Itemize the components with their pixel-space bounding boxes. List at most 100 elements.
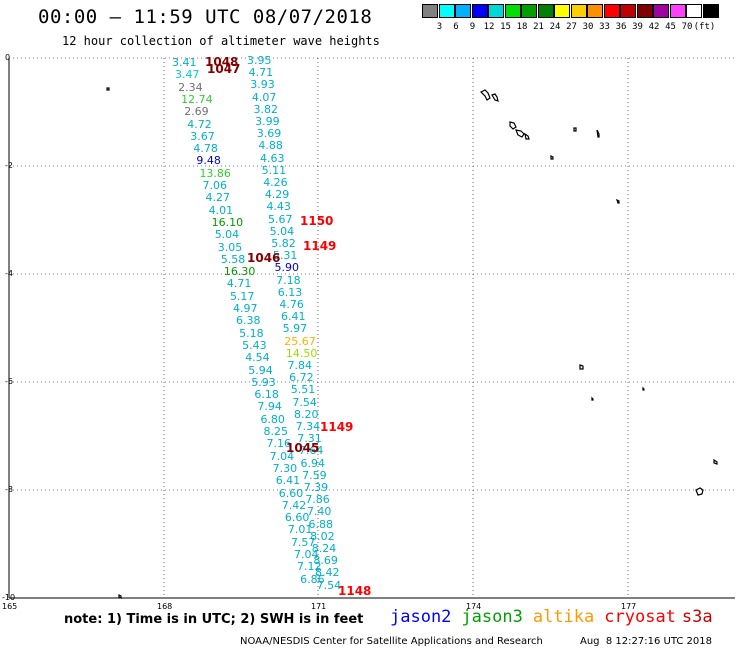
wave-height-value: 6.18 (254, 388, 279, 402)
legend-label: 3 (436, 22, 443, 32)
wave-height-value: 6.13 (277, 285, 303, 299)
wave-height-value: 2.34 (178, 80, 203, 94)
latitude-label: 0 (5, 53, 11, 62)
wave-height-value: 5.04 (269, 224, 295, 238)
latitude-label: -6 (5, 377, 13, 386)
island-outline (106, 87, 110, 91)
wave-height-value: 7.34 (295, 420, 321, 433)
wave-height-value: 6.60 (284, 511, 310, 525)
legend-swatch (488, 4, 504, 18)
wave-height-value: 7.06 (202, 179, 228, 192)
wave-height-value: 7.31 (297, 432, 322, 446)
legend-label: 36 (615, 22, 627, 32)
island-outline (509, 121, 517, 130)
island-outline (695, 487, 704, 496)
wave-height-value: 4.43 (266, 200, 291, 214)
chart-subtitle: 12 hour collection of altimeter wave hei… (62, 34, 380, 48)
footer-note: note: 1) Time is in UTC; 2) SWH is in fe… (64, 612, 364, 627)
legend-swatch (587, 4, 603, 18)
wave-height-value: 4.29 (264, 188, 290, 202)
islands (106, 87, 718, 599)
legend-label: 15 (500, 22, 511, 32)
map-grid (8, 57, 735, 599)
island-outline (524, 132, 530, 140)
satellite-name: jason3 (461, 607, 523, 627)
wave-height-value: 25.67 (284, 334, 316, 348)
wave-height-value: 7.40 (306, 505, 332, 519)
legend-swatch (686, 4, 702, 18)
wave-height-value: 4.71 (226, 277, 252, 291)
wave-height-value: 7.04 (269, 449, 295, 463)
wave-height-value: 5.82 (271, 237, 296, 250)
pass-time-label: 1150 (300, 214, 334, 228)
legend-swatch (603, 4, 620, 18)
wave-height-value: 5.67 (268, 212, 293, 226)
wave-height-value: 3.99 (255, 115, 280, 128)
island-outline (579, 364, 584, 370)
pass-time-label: 1045 (286, 441, 320, 455)
wave-height-value: 16.30 (223, 265, 256, 279)
wave-height-value: 7.86 (305, 493, 330, 507)
legend-swatch (422, 4, 438, 18)
island-outline (491, 93, 499, 102)
legend-label: 24 (549, 22, 561, 32)
wave-height-value: 4.26 (263, 176, 288, 189)
wave-height-value: 6.41 (275, 474, 301, 488)
legend-swatch (669, 4, 686, 18)
legend-label: 6 (453, 22, 459, 32)
legend-swatch (537, 4, 554, 18)
wave-height-value: 5.93 (251, 375, 276, 389)
longitude-label: 177 (621, 602, 637, 611)
wave-height-value: 8.42 (315, 566, 340, 580)
wave-height-value: 3.41 (172, 56, 197, 69)
pass-time-label: 1149 (320, 420, 354, 434)
wave-height-value: 7.04 (294, 548, 319, 561)
satellite-name: s3a (681, 607, 713, 627)
wave-height-value: 6.41 (281, 310, 306, 324)
legend-label: 45 (665, 22, 676, 32)
wave-height-value: 6.60 (278, 486, 304, 500)
wave-height-value: 4.78 (193, 142, 218, 156)
legend-swatch (620, 4, 636, 18)
island-outline (479, 89, 491, 101)
island-outline (118, 594, 122, 599)
pass-time-label: 1149 (303, 239, 337, 253)
island-outline (573, 127, 577, 132)
wave-height-value: 6.94 (300, 456, 325, 470)
wave-height-value: 8.20 (293, 407, 319, 421)
satellite-name: jason2 (390, 607, 452, 627)
legend-label: 9 (469, 22, 476, 32)
satellite-name: altika (532, 607, 595, 627)
latitude-label: -10 (2, 593, 16, 602)
legend-swatch (438, 4, 455, 18)
wave-height-value: 6.80 (260, 412, 285, 426)
wave-height-value: 8.69 (313, 554, 338, 568)
wave-height-value: 4.71 (248, 66, 274, 80)
wave-height-value: 7.42 (281, 498, 307, 512)
wave-height-value: 8.25 (263, 425, 289, 438)
wave-height-value: 16.10 (211, 215, 244, 229)
wave-height-value: 3.93 (250, 78, 275, 92)
wave-height-value: 3.69 (256, 127, 282, 141)
wave-height-value: 7.12 (297, 560, 322, 574)
legend-label: 12 (483, 22, 495, 32)
island-outline (596, 129, 600, 138)
wave-height-value: 4.63 (259, 151, 285, 165)
island-outline (515, 129, 525, 138)
longitude-label: 174 (466, 602, 482, 611)
wave-height-value: 5.43 (242, 338, 267, 352)
legend-swatch (554, 4, 570, 18)
wave-height-value: 3.67 (190, 129, 215, 143)
wave-height-value: 5.31 (272, 249, 298, 263)
wave-height-value: 7.30 (272, 461, 298, 475)
wave-height-value: 4.01 (208, 203, 234, 217)
latitude-label: -8 (5, 485, 13, 494)
wave-height-value: 7.59 (302, 468, 327, 482)
wave-height-value: 6.86 (300, 572, 325, 586)
island-outline (642, 386, 645, 391)
wave-height-value: 6.38 (236, 314, 261, 328)
wave-height-value: 8.24 (311, 542, 337, 555)
wave-height-value: 5.51 (290, 383, 316, 397)
credit-line: NOAA/NESDIS Center for Satellite Applica… (240, 636, 543, 647)
